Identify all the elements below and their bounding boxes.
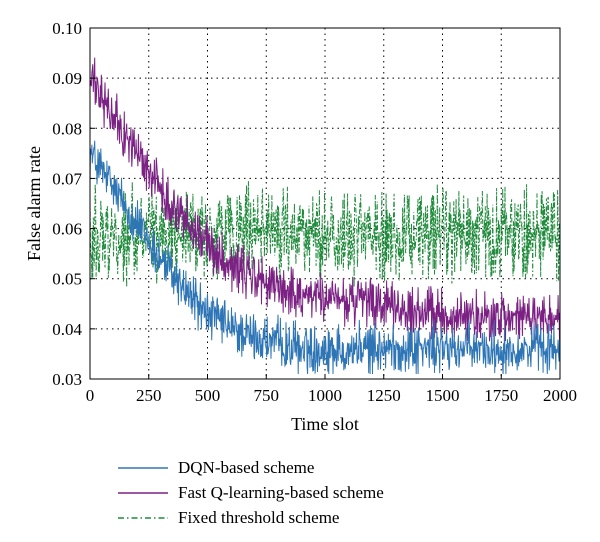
x-tick-label: 0 bbox=[86, 386, 95, 405]
y-tick-label: 0.10 bbox=[52, 19, 82, 38]
y-tick-label: 0.03 bbox=[52, 370, 82, 389]
x-tick-label: 2000 bbox=[543, 386, 577, 405]
x-tick-label: 500 bbox=[195, 386, 221, 405]
data-series bbox=[89, 57, 561, 375]
x-axis-label: Time slot bbox=[291, 414, 359, 434]
legend-item-dqn: DQN-based scheme bbox=[118, 455, 384, 480]
chart-svg: 0 250 500 750 1000 1250 1500 1750 2000 0.03 0.04 0.… bbox=[24, 19, 577, 434]
y-axis-label: False alarm rate bbox=[24, 146, 44, 261]
y-tick-label: 0.08 bbox=[52, 119, 82, 138]
x-tick-label: 1750 bbox=[484, 386, 518, 405]
y-tick-label: 0.09 bbox=[52, 69, 82, 88]
legend-label-fixed: Fixed threshold scheme bbox=[178, 507, 340, 527]
x-tick-label: 750 bbox=[254, 386, 280, 405]
series-line-1 bbox=[89, 57, 561, 342]
y-tick-label: 0.07 bbox=[52, 169, 82, 188]
legend-swatch-fixed bbox=[118, 516, 168, 519]
legend: DQN-based scheme Fast Q-learning-based s… bbox=[118, 455, 384, 530]
legend-item-fixed: Fixed threshold scheme bbox=[118, 505, 384, 530]
x-tick-label: 1250 bbox=[367, 386, 401, 405]
legend-item-fast-q: Fast Q-learning-based scheme bbox=[118, 480, 384, 505]
x-tick-label: 1000 bbox=[308, 386, 342, 405]
axis-ticks: 0 250 500 750 1000 1250 1500 1750 2000 0.03 0.04 0.… bbox=[52, 19, 577, 405]
legend-label-fast-q: Fast Q-learning-based scheme bbox=[178, 482, 384, 502]
y-tick-label: 0.06 bbox=[52, 220, 82, 239]
y-tick-label: 0.05 bbox=[52, 270, 82, 289]
legend-swatch-dqn bbox=[118, 466, 168, 469]
x-tick-label: 250 bbox=[136, 386, 162, 405]
y-tick-label: 0.04 bbox=[52, 320, 82, 339]
legend-swatch-fast-q bbox=[118, 491, 168, 494]
series-line-2 bbox=[89, 181, 561, 288]
x-tick-label: 1500 bbox=[426, 386, 460, 405]
series-line-0 bbox=[89, 140, 561, 375]
legend-label-dqn: DQN-based scheme bbox=[178, 457, 315, 477]
